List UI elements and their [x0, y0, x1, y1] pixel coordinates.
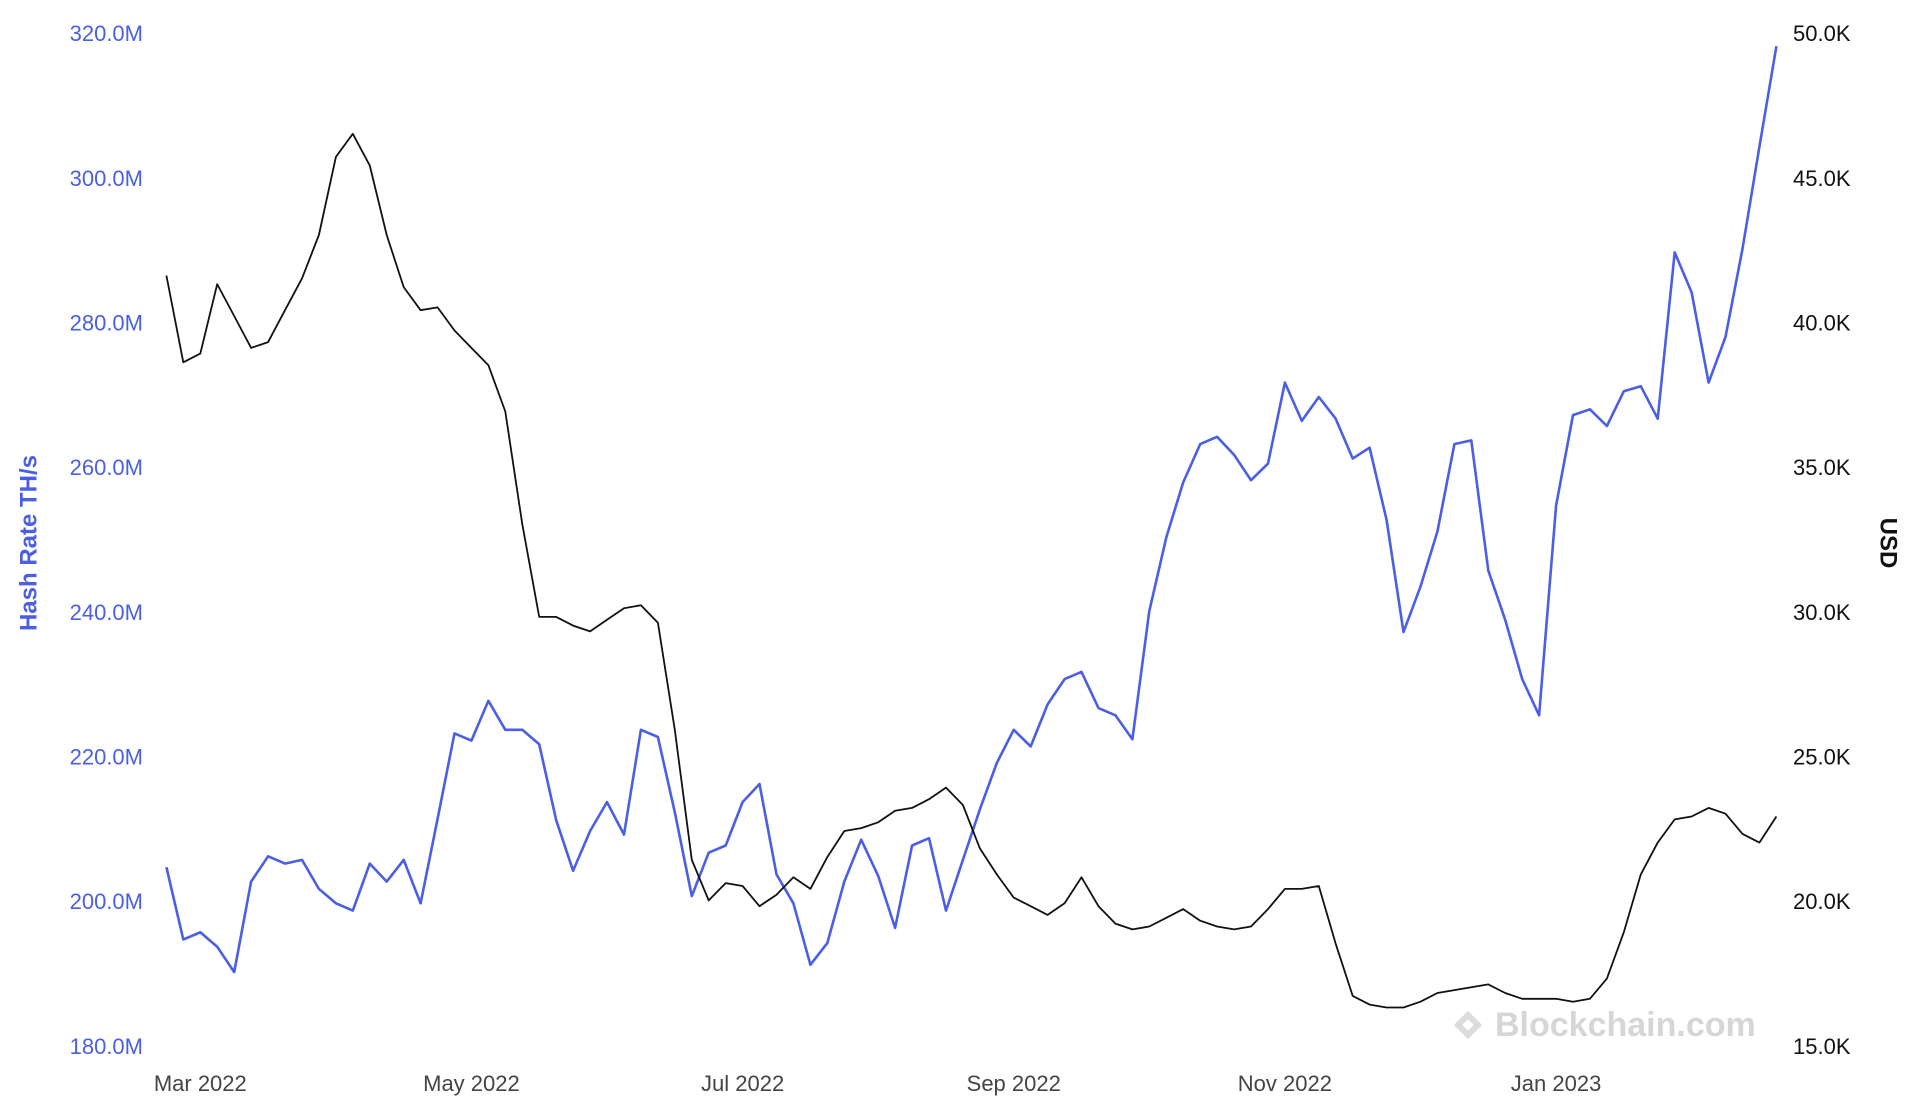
y2-tick-label: 50.0K	[1793, 21, 1851, 46]
y-tick-label: 320.0M	[70, 21, 143, 46]
y-axis-title: Hash Rate TH/s	[15, 455, 42, 631]
x-tick-label: Nov 2022	[1238, 1071, 1332, 1096]
y2-tick-label: 25.0K	[1793, 744, 1851, 769]
y-tick-label: 220.0M	[70, 744, 143, 769]
y-tick-label: 300.0M	[70, 166, 143, 191]
y-tick-label: 240.0M	[70, 600, 143, 625]
y-tick-label: 180.0M	[70, 1034, 143, 1059]
x-tick-label: Mar 2022	[154, 1071, 247, 1096]
y-tick-label: 200.0M	[70, 889, 143, 914]
series-line	[165, 45, 1778, 974]
y2-tick-label: 35.0K	[1793, 455, 1851, 480]
watermark-text: Blockchain.com	[1495, 1006, 1756, 1044]
x-tick-label: Jan 2023	[1511, 1071, 1602, 1096]
y-tick-label: 260.0M	[70, 455, 143, 480]
y2-tick-label: 20.0K	[1793, 889, 1851, 914]
y2-tick-label: 15.0K	[1793, 1034, 1851, 1059]
series-line	[165, 132, 1778, 1009]
y2-tick-label: 45.0K	[1793, 166, 1851, 191]
y2-tick-label: 40.0K	[1793, 311, 1851, 336]
y-tick-label: 280.0M	[70, 311, 143, 336]
x-tick-label: May 2022	[423, 1071, 520, 1096]
x-tick-label: Jul 2022	[701, 1071, 784, 1096]
y2-tick-label: 30.0K	[1793, 600, 1851, 625]
y2-axis-title: USD	[1875, 518, 1902, 569]
watermark: Blockchain.com	[1453, 1006, 1756, 1044]
x-tick-label: Sep 2022	[967, 1071, 1061, 1096]
